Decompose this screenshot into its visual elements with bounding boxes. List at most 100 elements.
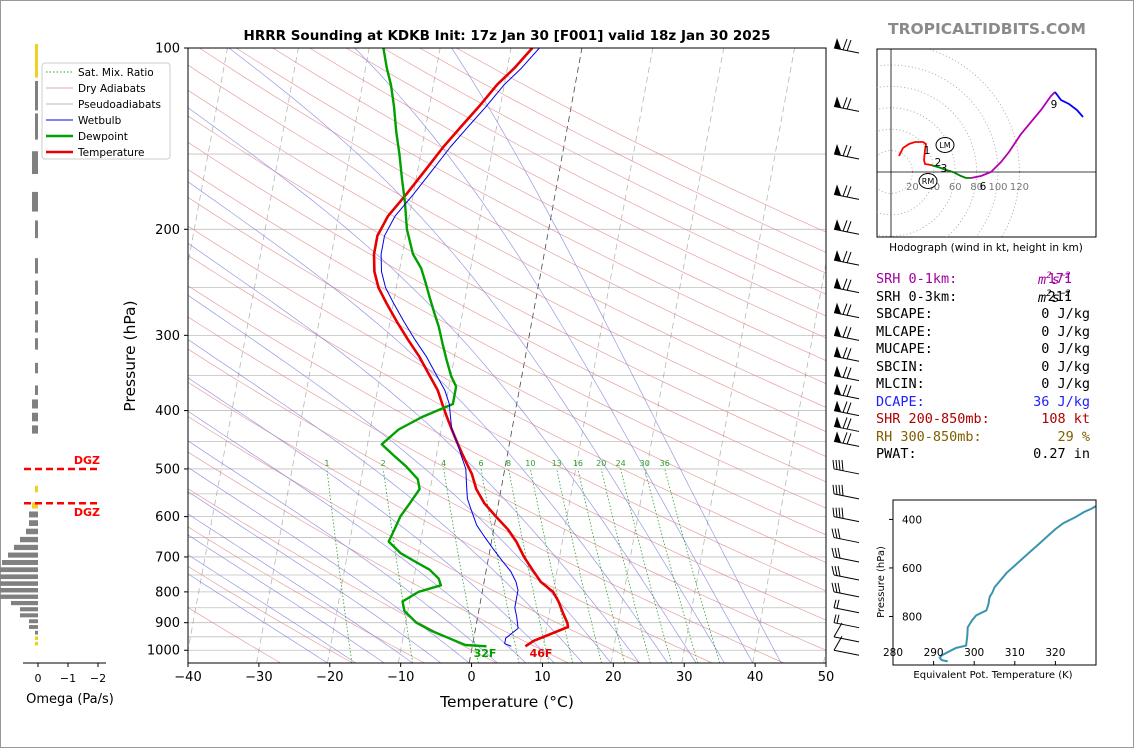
barb-tick [846,251,852,264]
index-label: RH 300-850mb: [876,428,982,445]
omega-bar [32,151,38,175]
storm-motion-marker [918,173,938,189]
dry-adiabat [199,48,826,385]
mixing-ratio-line [620,468,672,663]
barb-shaft [833,47,860,54]
barb-tick [831,582,835,592]
moist-adiabat [188,410,527,663]
omega-bar [14,544,38,551]
legend-box [41,62,171,160]
omega-bar [35,320,38,333]
theta-e-x-tick-label: 300 [964,647,984,659]
hodograph-ring-label: 120 [1010,182,1029,193]
dry-adiabat [188,255,826,592]
barb-flag [834,416,841,428]
dry-adiabat [188,416,641,663]
barb-flag [834,96,841,108]
wind-barb [833,96,860,112]
hodograph: 20 40 60 80 100 120 12 3 6 9 LM RM [877,49,1096,237]
moist-adiabat [188,491,442,663]
barb-tick [831,547,835,558]
barb-tick [842,250,848,263]
index-unit-part: m [1038,272,1047,288]
wetbulb-line [380,48,540,647]
barb-tick [846,348,852,360]
moist-adiabat [188,554,356,663]
x-tick-label: −30 [245,670,272,685]
index-label: MLCAPE: [876,323,933,340]
omega-tick-label: 0 [35,672,42,685]
omega-bar [20,607,38,612]
barb-flag [834,400,841,412]
index-row: MLCAPE: 0 J/kg [876,324,1112,341]
legend-entry: Temperature [77,147,145,159]
index-label: DCAPE: [876,393,925,410]
mixing-ratio-label: 4 [441,459,446,468]
barb-tick [835,459,838,470]
barb-shaft [833,334,860,341]
wind-barb [833,302,860,319]
mixing-ratio-line [382,468,414,663]
barb-tick [846,433,852,445]
barb-tick [831,528,835,538]
x-tick-label: −40 [174,670,201,685]
barb-tick [832,459,835,470]
omega-bar [32,425,38,434]
legend-entry: Wetbulb [78,115,122,127]
mixing-ratio-line [508,468,550,663]
dry-adiabat [188,565,353,663]
barb-flag [834,277,841,289]
barb-tick [837,547,841,559]
barb-tick [842,384,848,396]
dgz-label: DGZ [74,454,100,467]
wind-barb [833,635,860,656]
hodograph-trace [1054,91,1084,118]
temperature-line [372,48,570,648]
barb-shaft [833,153,860,160]
y-axis-label: Pressure (hPa) [121,300,139,411]
barb-tick [842,38,848,51]
x-tick-label: 20 [605,670,622,685]
barb-flag [834,365,841,377]
barb-tick [833,599,837,608]
mixing-ratio-line [530,468,574,663]
hodograph-ring-label: 20 [906,182,919,193]
barb-tick [846,145,852,158]
isotherm-line [188,48,299,653]
mixing-ratio-label: 6 [478,459,483,468]
mixing-ratio-label: 1 [324,459,329,468]
omega-bar [0,581,38,586]
mixing-ratio-line [644,468,699,663]
moist-adiabat [188,181,668,663]
barb-tick [834,547,838,558]
wind-barb [833,400,860,417]
hodograph-ring-label: 80 [970,182,983,193]
omega-bar [20,613,38,618]
theta-e-plot [938,504,1096,663]
dry-adiabat [188,64,826,408]
index-label: SRH 0-3km: [876,288,958,305]
barb-tick [846,304,852,316]
barb-tick [834,565,838,576]
barb-shaft [833,556,860,563]
barb-tick [846,186,852,198]
storm-motion-label: LM [939,141,950,150]
index-value: 0 J/kg [1041,323,1090,340]
index-row: SHR 200-850mb: 108 kt [876,411,1112,428]
dry-adiabat [188,606,281,663]
legend-entry: Dry Adiabats [78,83,146,95]
barb-tick [842,326,848,338]
omega-bar [35,43,38,78]
y-tick-label: 500 [155,462,180,477]
isotherm-line [681,48,795,663]
x-tick-label: 40 [747,670,764,685]
index-label: PWAT: [876,446,917,462]
dry-adiabat [188,285,826,621]
dry-adiabat [309,48,826,317]
barb-tick [833,635,843,651]
index-value: 108 kt [1041,411,1090,427]
omega-bar [35,630,38,635]
storm-motion-label: RM [922,177,935,186]
isotherm-line [752,261,826,663]
omega-bar [29,511,38,518]
